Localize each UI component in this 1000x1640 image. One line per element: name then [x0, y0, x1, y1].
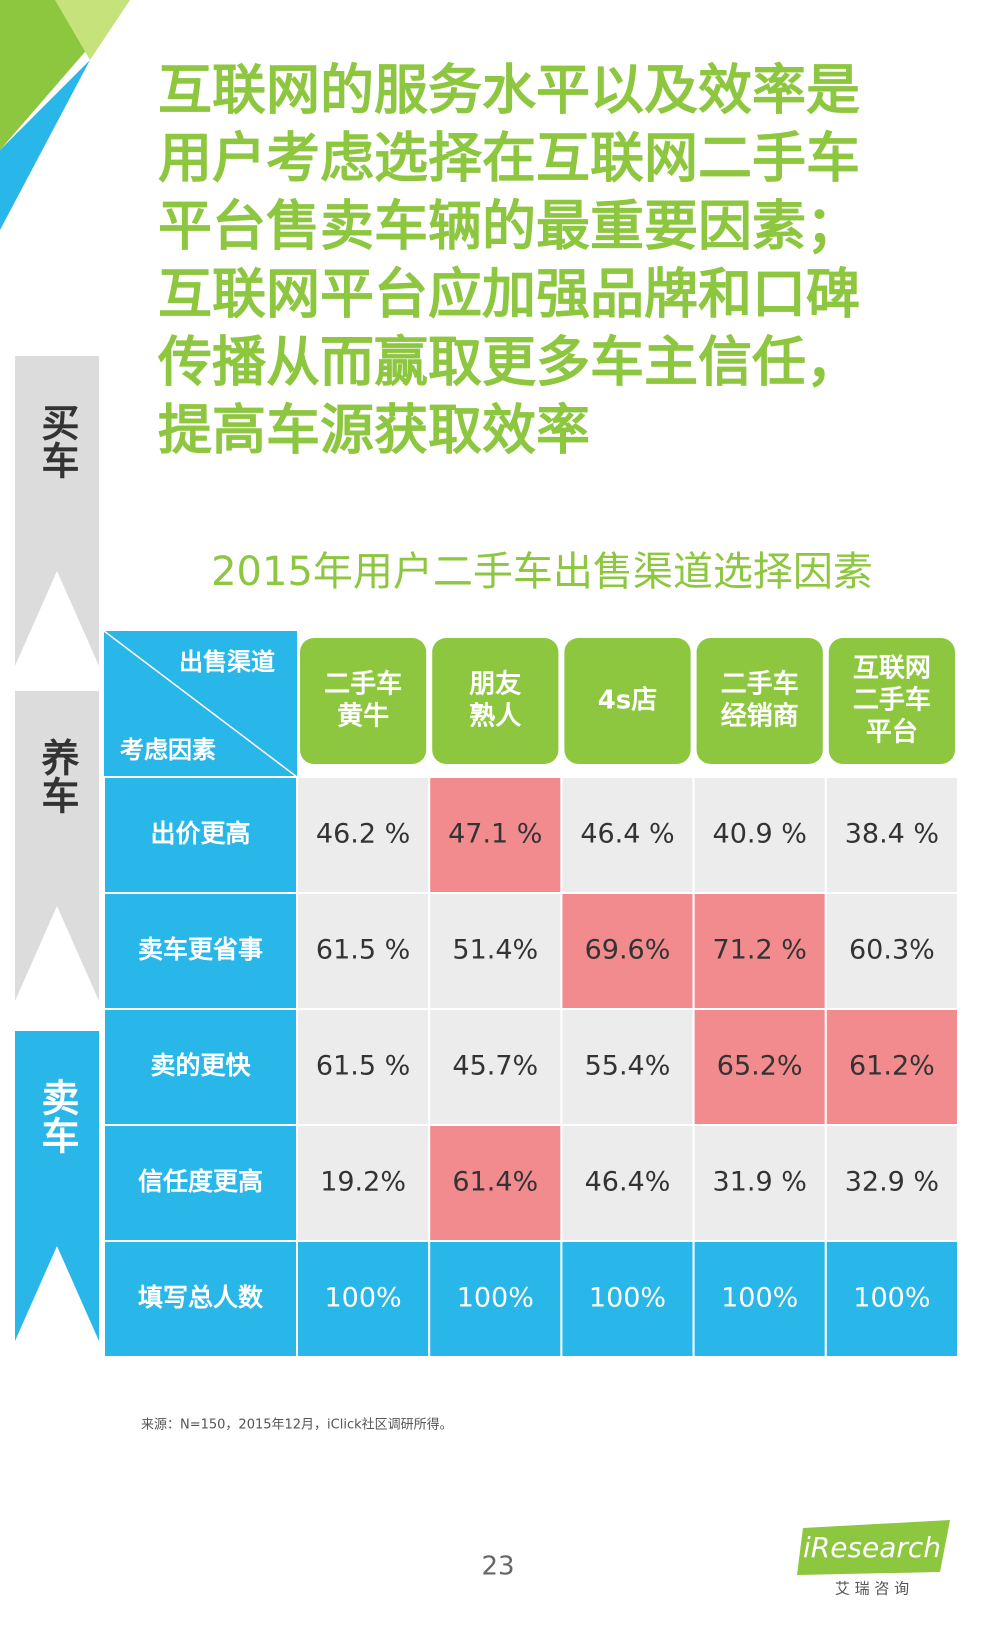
- cell: [428, 1008, 563, 1126]
- cell: [296, 892, 431, 1010]
- column-header: [828, 638, 955, 764]
- cell-value: 32.9 %: [845, 1167, 939, 1198]
- cell: [428, 892, 563, 1010]
- column-header-label: 朋友: [469, 670, 521, 700]
- cell: [296, 776, 431, 894]
- side-tab: [15, 1031, 99, 1341]
- column-header: [696, 638, 823, 764]
- logo: iResearch: [803, 1531, 941, 1564]
- cell: [560, 892, 695, 1010]
- side-tab: [15, 356, 99, 666]
- column-header-label: 4s店: [598, 686, 658, 716]
- cell-value: 61.4%: [452, 1167, 538, 1198]
- column-header: [564, 638, 691, 764]
- cell: [824, 1240, 959, 1358]
- corner-decoration: [55, 0, 130, 60]
- row-label: 卖车更省事: [138, 935, 263, 964]
- column-header-label: 二手车: [853, 685, 931, 716]
- cell-value: 100%: [457, 1283, 534, 1314]
- title-line: 传播从而赢取更多车主信任，: [157, 331, 860, 394]
- page-number: 23: [481, 1552, 514, 1582]
- cell: [824, 776, 959, 894]
- column-header-label: 互联网: [853, 654, 931, 684]
- column-header-label: 平台: [866, 717, 918, 748]
- subtitle: 2015年用户二手车出售渠道选择因素: [211, 549, 873, 595]
- row-label: 信任度更高: [138, 1167, 263, 1196]
- cell-value: 61.2%: [849, 1051, 935, 1082]
- title-line: 用户考虑选择在互联网二手车: [158, 127, 860, 190]
- cell-value: 100%: [324, 1283, 401, 1314]
- title: 互联网的服务水平以及效率是用户考虑选择在互联网二手车平台售卖车辆的最重要因素；互…: [157, 59, 860, 462]
- cell-value: 61.5 %: [316, 935, 410, 966]
- cell-value: 38.4 %: [845, 819, 939, 850]
- corner-diagonal: [103, 630, 298, 778]
- cell-value: 46.2 %: [316, 819, 410, 850]
- cell-value: 46.4%: [585, 1167, 671, 1198]
- cell-value: 51.4%: [452, 935, 538, 966]
- column-header: [432, 638, 559, 764]
- cell-value: 100%: [589, 1283, 666, 1314]
- source: 来源：N=150，2015年12月，iClick社区调研所得。: [141, 1417, 453, 1433]
- cell-value: 31.9 %: [713, 1167, 807, 1198]
- cell-value: 46.4 %: [580, 819, 674, 850]
- cell: [428, 1240, 563, 1358]
- cell: [560, 1008, 695, 1126]
- logo-subtitle: 艾 瑞 咨 询: [835, 1580, 909, 1598]
- corner-decoration: [0, 60, 90, 230]
- column-header-label: 经销商: [721, 701, 799, 732]
- side-tab-label: 卖车: [35, 1078, 79, 1154]
- cell-value: 45.7%: [452, 1051, 538, 1082]
- column-header-label: 二手车: [324, 669, 402, 700]
- title-line: 提高车源获取效率: [158, 399, 590, 462]
- cell: [824, 1124, 959, 1242]
- row-label: 出价更高: [150, 819, 250, 848]
- column-header-label: 黄牛: [337, 702, 389, 732]
- column-header-label: 熟人: [469, 701, 521, 732]
- cell: [560, 1124, 695, 1242]
- side-tab-label: 养车: [35, 738, 79, 814]
- cell-value: 100%: [853, 1283, 930, 1314]
- column-header-label: 二手车: [721, 669, 799, 700]
- row-label-cell: [103, 776, 298, 894]
- cell: [692, 776, 827, 894]
- cell-value: 55.4%: [585, 1051, 671, 1082]
- row-label-cell: [103, 892, 298, 1010]
- cell-value: 71.2 %: [713, 935, 807, 966]
- title-line: 互联网的服务水平以及效率是: [158, 59, 860, 122]
- title-line: 互联网平台应加强品牌和口碑: [158, 263, 860, 326]
- cell-value: 65.2%: [717, 1051, 803, 1082]
- side-tab: [15, 691, 99, 1001]
- row-label: 卖的更快: [150, 1051, 251, 1080]
- cell-value: 40.9 %: [713, 819, 807, 850]
- corner-bottom: 考虑因素: [120, 736, 216, 764]
- title-line: 平台售卖车辆的最重要因素；: [158, 195, 860, 258]
- cell: [560, 1240, 695, 1358]
- cell-value: 19.2%: [320, 1167, 406, 1198]
- cell: [296, 1008, 431, 1126]
- side-tab-label: 买车: [35, 403, 79, 479]
- row-label-cell: [103, 1240, 298, 1358]
- cell: [824, 1008, 959, 1126]
- cell-value: 61.5 %: [316, 1051, 410, 1082]
- column-header: [300, 638, 427, 764]
- cell-value: 60.3%: [849, 935, 935, 966]
- logo-shape: [797, 1520, 950, 1575]
- cell: [692, 1240, 827, 1358]
- cell-value: 69.6%: [585, 935, 671, 966]
- corner-top: 出售渠道: [179, 648, 275, 676]
- cell: [296, 1124, 431, 1242]
- row-label: 填写总人数: [138, 1283, 264, 1312]
- cell-value: 100%: [721, 1283, 798, 1314]
- cell-value: 47.1 %: [448, 819, 542, 850]
